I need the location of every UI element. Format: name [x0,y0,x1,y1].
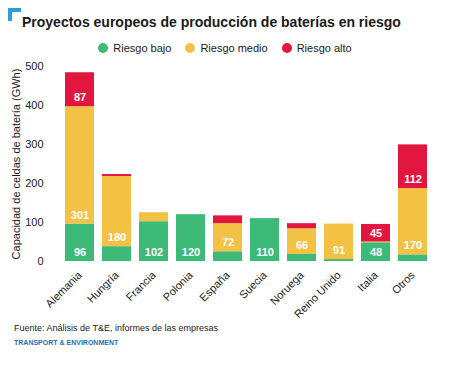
svg-text:100: 100 [25,216,43,228]
html-text:TRANSPORT & ENVIRONMENT: TRANSPORT & ENVIRONMENT [14,339,119,346]
svg-text:301: 301 [71,209,89,221]
svg-text:Italia: Italia [355,268,381,294]
svg-text:200: 200 [25,177,43,189]
svg-text:66: 66 [296,239,308,251]
svg-text:87: 87 [74,91,86,103]
html-text:Riesgo alto: Riesgo alto [296,42,352,54]
svg-text:48: 48 [370,246,382,258]
svg-text:Reino Unido: Reino Unido [292,269,343,320]
svg-text:170: 170 [404,239,422,251]
svg-text:Suecia: Suecia [237,268,270,301]
svg-text:120: 120 [182,246,200,258]
svg-text:180: 180 [108,231,126,243]
svg-text:Alemania: Alemania [43,268,85,310]
svg-text:102: 102 [145,246,163,258]
svg-text:96: 96 [74,246,86,258]
svg-text:91: 91 [333,244,345,256]
svg-text:Polonia: Polonia [160,268,195,303]
svg-text:112: 112 [404,173,422,185]
svg-text:Hungría: Hungría [85,268,122,305]
svg-text:Noruega: Noruega [267,268,306,308]
svg-text:72: 72 [222,236,234,248]
html-text:Riesgo bajo: Riesgo bajo [113,42,172,54]
html-text:Riesgo medio: Riesgo medio [200,42,268,54]
svg-text:Capacidad de celdas de batería: Capacidad de celdas de batería (GWh) [10,69,22,260]
svg-text:300: 300 [25,138,43,150]
svg-text:400: 400 [25,99,43,111]
svg-text:Francia: Francia [123,268,158,303]
html-text:Proyectos europeos de producci: Proyectos europeos de producción de bate… [22,14,401,30]
html-text:Fuente: Análisis de T&E, infor: Fuente: Análisis de T&E, informes de las… [14,323,218,333]
svg-text:500: 500 [25,60,43,72]
svg-text:España: España [197,268,232,303]
svg-text:45: 45 [370,227,382,239]
svg-text:0: 0 [37,255,43,267]
svg-text:110: 110 [256,246,274,258]
svg-text:Otros: Otros [389,268,417,296]
